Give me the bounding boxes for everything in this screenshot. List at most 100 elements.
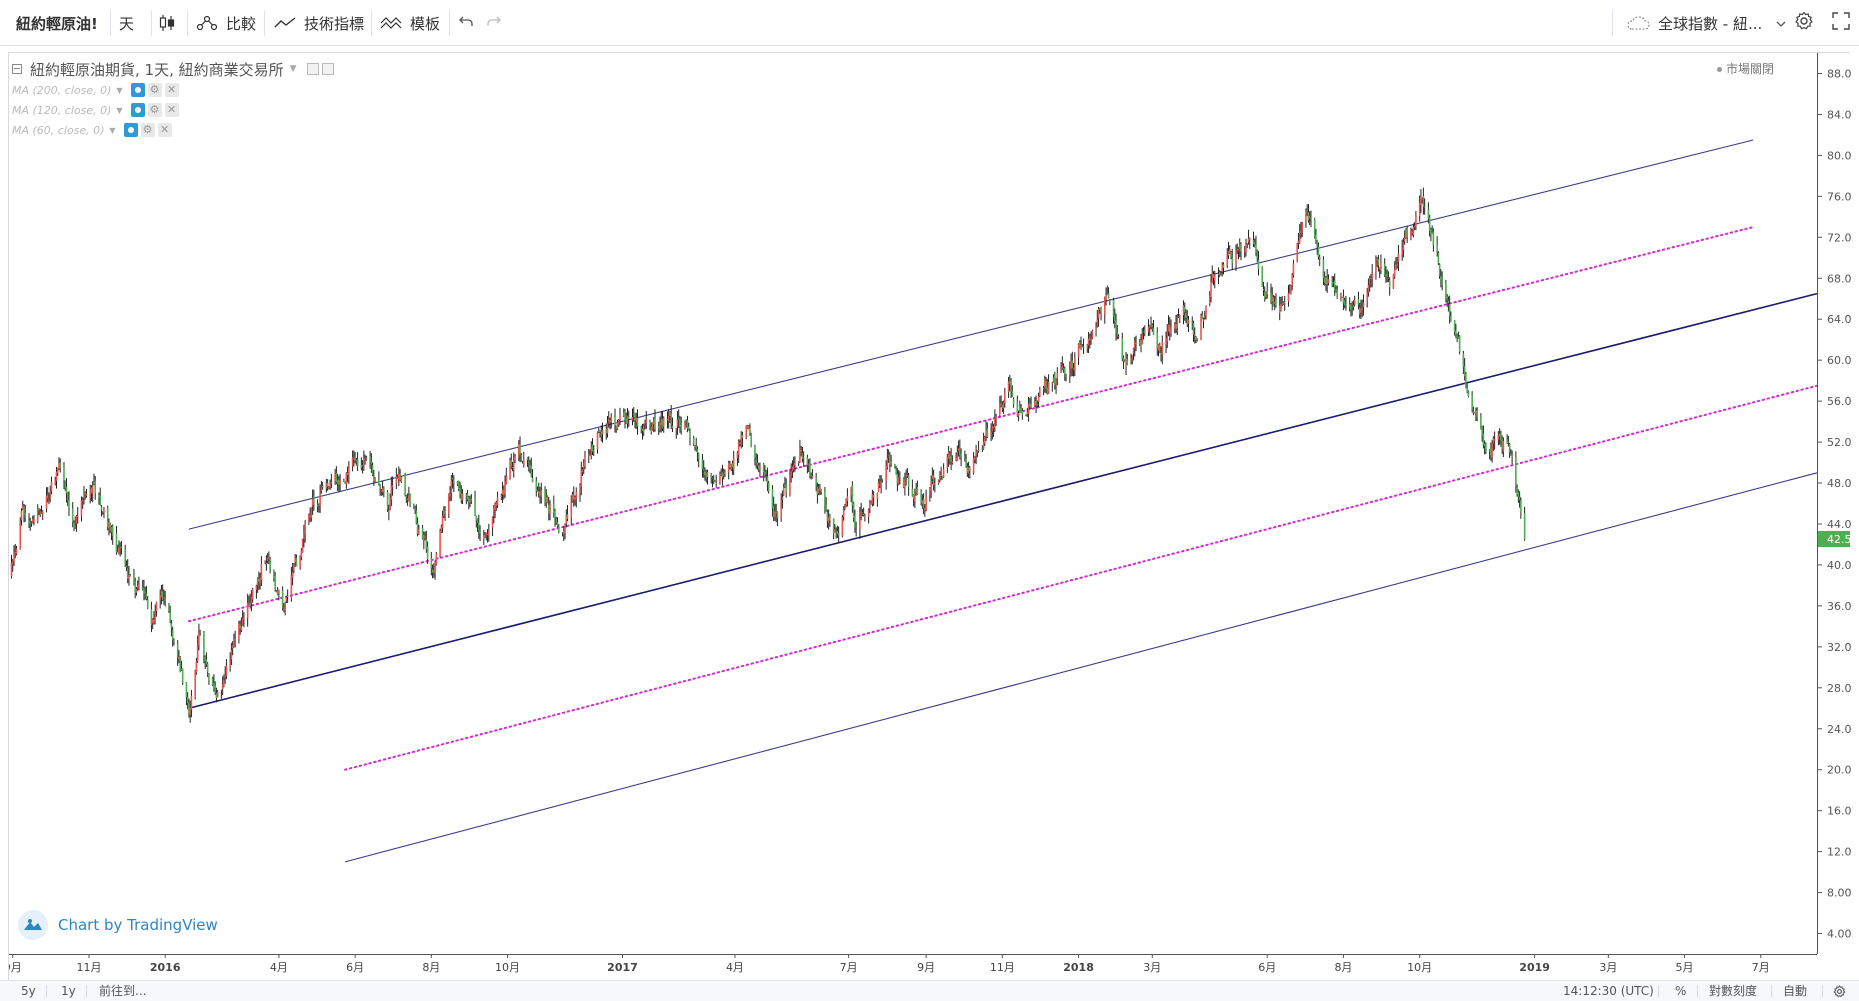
candle-body: [126, 568, 129, 579]
watchlist-dropdown[interactable]: 全球指數 - 紐...: [1626, 0, 1786, 46]
candle-body: [789, 475, 791, 495]
indicator-row[interactable]: MA (200, close, 0) ▼ ⚙ ✕: [12, 80, 334, 100]
caret-down-icon[interactable]: ▼: [289, 64, 297, 74]
caret-down-icon[interactable]: ▼: [109, 125, 116, 135]
gear-icon[interactable]: ⚙: [147, 103, 162, 117]
candle-body: [143, 588, 145, 593]
candle-body: [907, 475, 910, 487]
candle-body: [832, 518, 835, 534]
percent-scale-button[interactable]: %: [1675, 984, 1687, 998]
candle-body: [1121, 338, 1124, 359]
interval-button[interactable]: 天: [119, 0, 134, 46]
candle-body: [547, 505, 550, 513]
candle-body: [49, 491, 52, 499]
candle-body: [448, 494, 450, 514]
eye-icon[interactable]: [130, 83, 145, 97]
candle-body: [710, 474, 713, 478]
goto-date-button[interactable]: 前往到...: [99, 984, 147, 998]
price-tick-label: 12.00: [1827, 846, 1851, 859]
toolbar-divider: [1822, 985, 1823, 997]
caret-down-icon[interactable]: ▼: [116, 85, 123, 95]
candle-body: [730, 464, 733, 469]
series-legend-row[interactable]: 紐約輕原油期貨, 1天, 紐約商業交易所 ▼: [12, 58, 334, 80]
candle-body: [119, 547, 122, 549]
candle-body: [1056, 372, 1059, 379]
fullscreen-button[interactable]: [1832, 0, 1850, 46]
candle-body: [794, 463, 796, 466]
candle-body: [1307, 212, 1310, 221]
candle-body: [929, 488, 931, 496]
candle-body: [1089, 336, 1091, 341]
candle-body: [80, 500, 83, 516]
candle-body: [520, 454, 523, 461]
candle-body: [1112, 299, 1115, 317]
candle-body: [290, 575, 293, 599]
symbol-search-button[interactable]: 紐約輕原油!: [16, 0, 98, 46]
gear-icon[interactable]: ⚙: [147, 83, 162, 97]
candle-body: [1358, 307, 1361, 315]
channel-line-2[interactable]: [187, 226, 1755, 623]
candle-body: [221, 684, 224, 690]
candle-body: [741, 434, 744, 439]
auto-scale-button[interactable]: 自動: [1783, 984, 1808, 998]
candle-body: [173, 640, 175, 642]
channel-line-4[interactable]: [344, 384, 1818, 771]
gear-icon[interactable]: [1833, 981, 1846, 1001]
candle-body: [136, 586, 139, 589]
channel-lines[interactable]: [187, 139, 1818, 863]
candle-body: [425, 538, 428, 549]
candle-body: [1437, 252, 1440, 264]
series-settings-button[interactable]: [306, 63, 319, 75]
price-chart[interactable]: 4.00 8.00 12.00 16.00 20.00 24.00 28.00 32.00 36…: [9, 53, 1851, 983]
collapse-icon[interactable]: [12, 64, 22, 74]
price-tick-label: 52.00: [1827, 436, 1851, 449]
candle-body: [1147, 327, 1150, 332]
eye-icon[interactable]: [130, 103, 145, 117]
channel-line-3[interactable]: [188, 292, 1818, 710]
compare-button[interactable]: 比較: [196, 0, 256, 46]
close-icon[interactable]: ✕: [164, 103, 179, 117]
range-5y-button[interactable]: 5y: [21, 984, 36, 998]
chart-pane[interactable]: 4.00 8.00 12.00 16.00 20.00 24.00 28.00 32.00 36…: [8, 52, 1851, 983]
indicator-row[interactable]: MA (60, close, 0) ▼ ⚙ ✕: [12, 120, 334, 140]
candle-body: [1386, 273, 1388, 277]
indicator-row[interactable]: MA (120, close, 0) ▼ ⚙ ✕: [12, 100, 334, 120]
candle-body: [1447, 300, 1450, 304]
settings-button[interactable]: [1794, 0, 1814, 46]
candle-body: [1103, 297, 1106, 315]
channel-line-1[interactable]: [188, 139, 1754, 530]
price-tick-label: 28.00: [1827, 682, 1851, 695]
indicators-button[interactable]: 技術指標: [274, 0, 364, 46]
candle-body: [976, 450, 979, 453]
candle-body: [947, 451, 950, 459]
candle-body: [1287, 293, 1290, 302]
candle-body: [654, 418, 656, 429]
templates-button[interactable]: 模板: [380, 0, 440, 46]
candle-body: [395, 476, 398, 484]
close-icon[interactable]: ✕: [164, 83, 179, 97]
channel-line-5[interactable]: [344, 472, 1818, 863]
candle-body: [278, 590, 280, 594]
chart-style-button[interactable]: [158, 0, 184, 46]
clock-label: 14:12:30 (UTC): [1563, 984, 1654, 998]
price-axis[interactable]: [1817, 53, 1851, 983]
candle-body: [1025, 414, 1027, 416]
tradingview-watermark[interactable]: Chart by TradingView: [18, 910, 218, 940]
log-scale-button[interactable]: 對數刻度: [1709, 984, 1758, 998]
series-more-button[interactable]: [321, 63, 334, 75]
candle-body: [339, 480, 341, 485]
caret-down-icon[interactable]: ▼: [116, 105, 123, 115]
redo-button[interactable]: [486, 0, 502, 46]
candle-body: [1362, 302, 1365, 308]
candle-body: [925, 496, 927, 511]
eye-icon[interactable]: [123, 123, 138, 137]
candle-body: [1466, 388, 1468, 392]
candle-body: [881, 479, 884, 481]
gear-icon[interactable]: ⚙: [140, 123, 155, 137]
time-axis[interactable]: [9, 954, 1851, 983]
candle-body: [615, 425, 618, 429]
range-1y-button[interactable]: 1y: [61, 984, 76, 998]
undo-button[interactable]: [458, 0, 474, 46]
undo-icon: [458, 13, 474, 33]
close-icon[interactable]: ✕: [157, 123, 172, 137]
